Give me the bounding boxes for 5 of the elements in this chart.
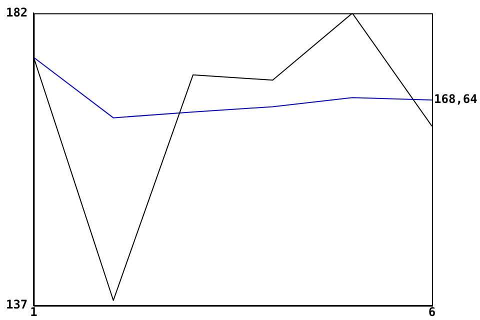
x-tick-label: 6 xyxy=(428,304,436,319)
x-tick-label: 1 xyxy=(30,304,38,319)
annotation: 168,64 xyxy=(434,92,478,106)
y-tick-label: 137 xyxy=(6,298,28,312)
y-tick-label: 182 xyxy=(6,5,28,20)
